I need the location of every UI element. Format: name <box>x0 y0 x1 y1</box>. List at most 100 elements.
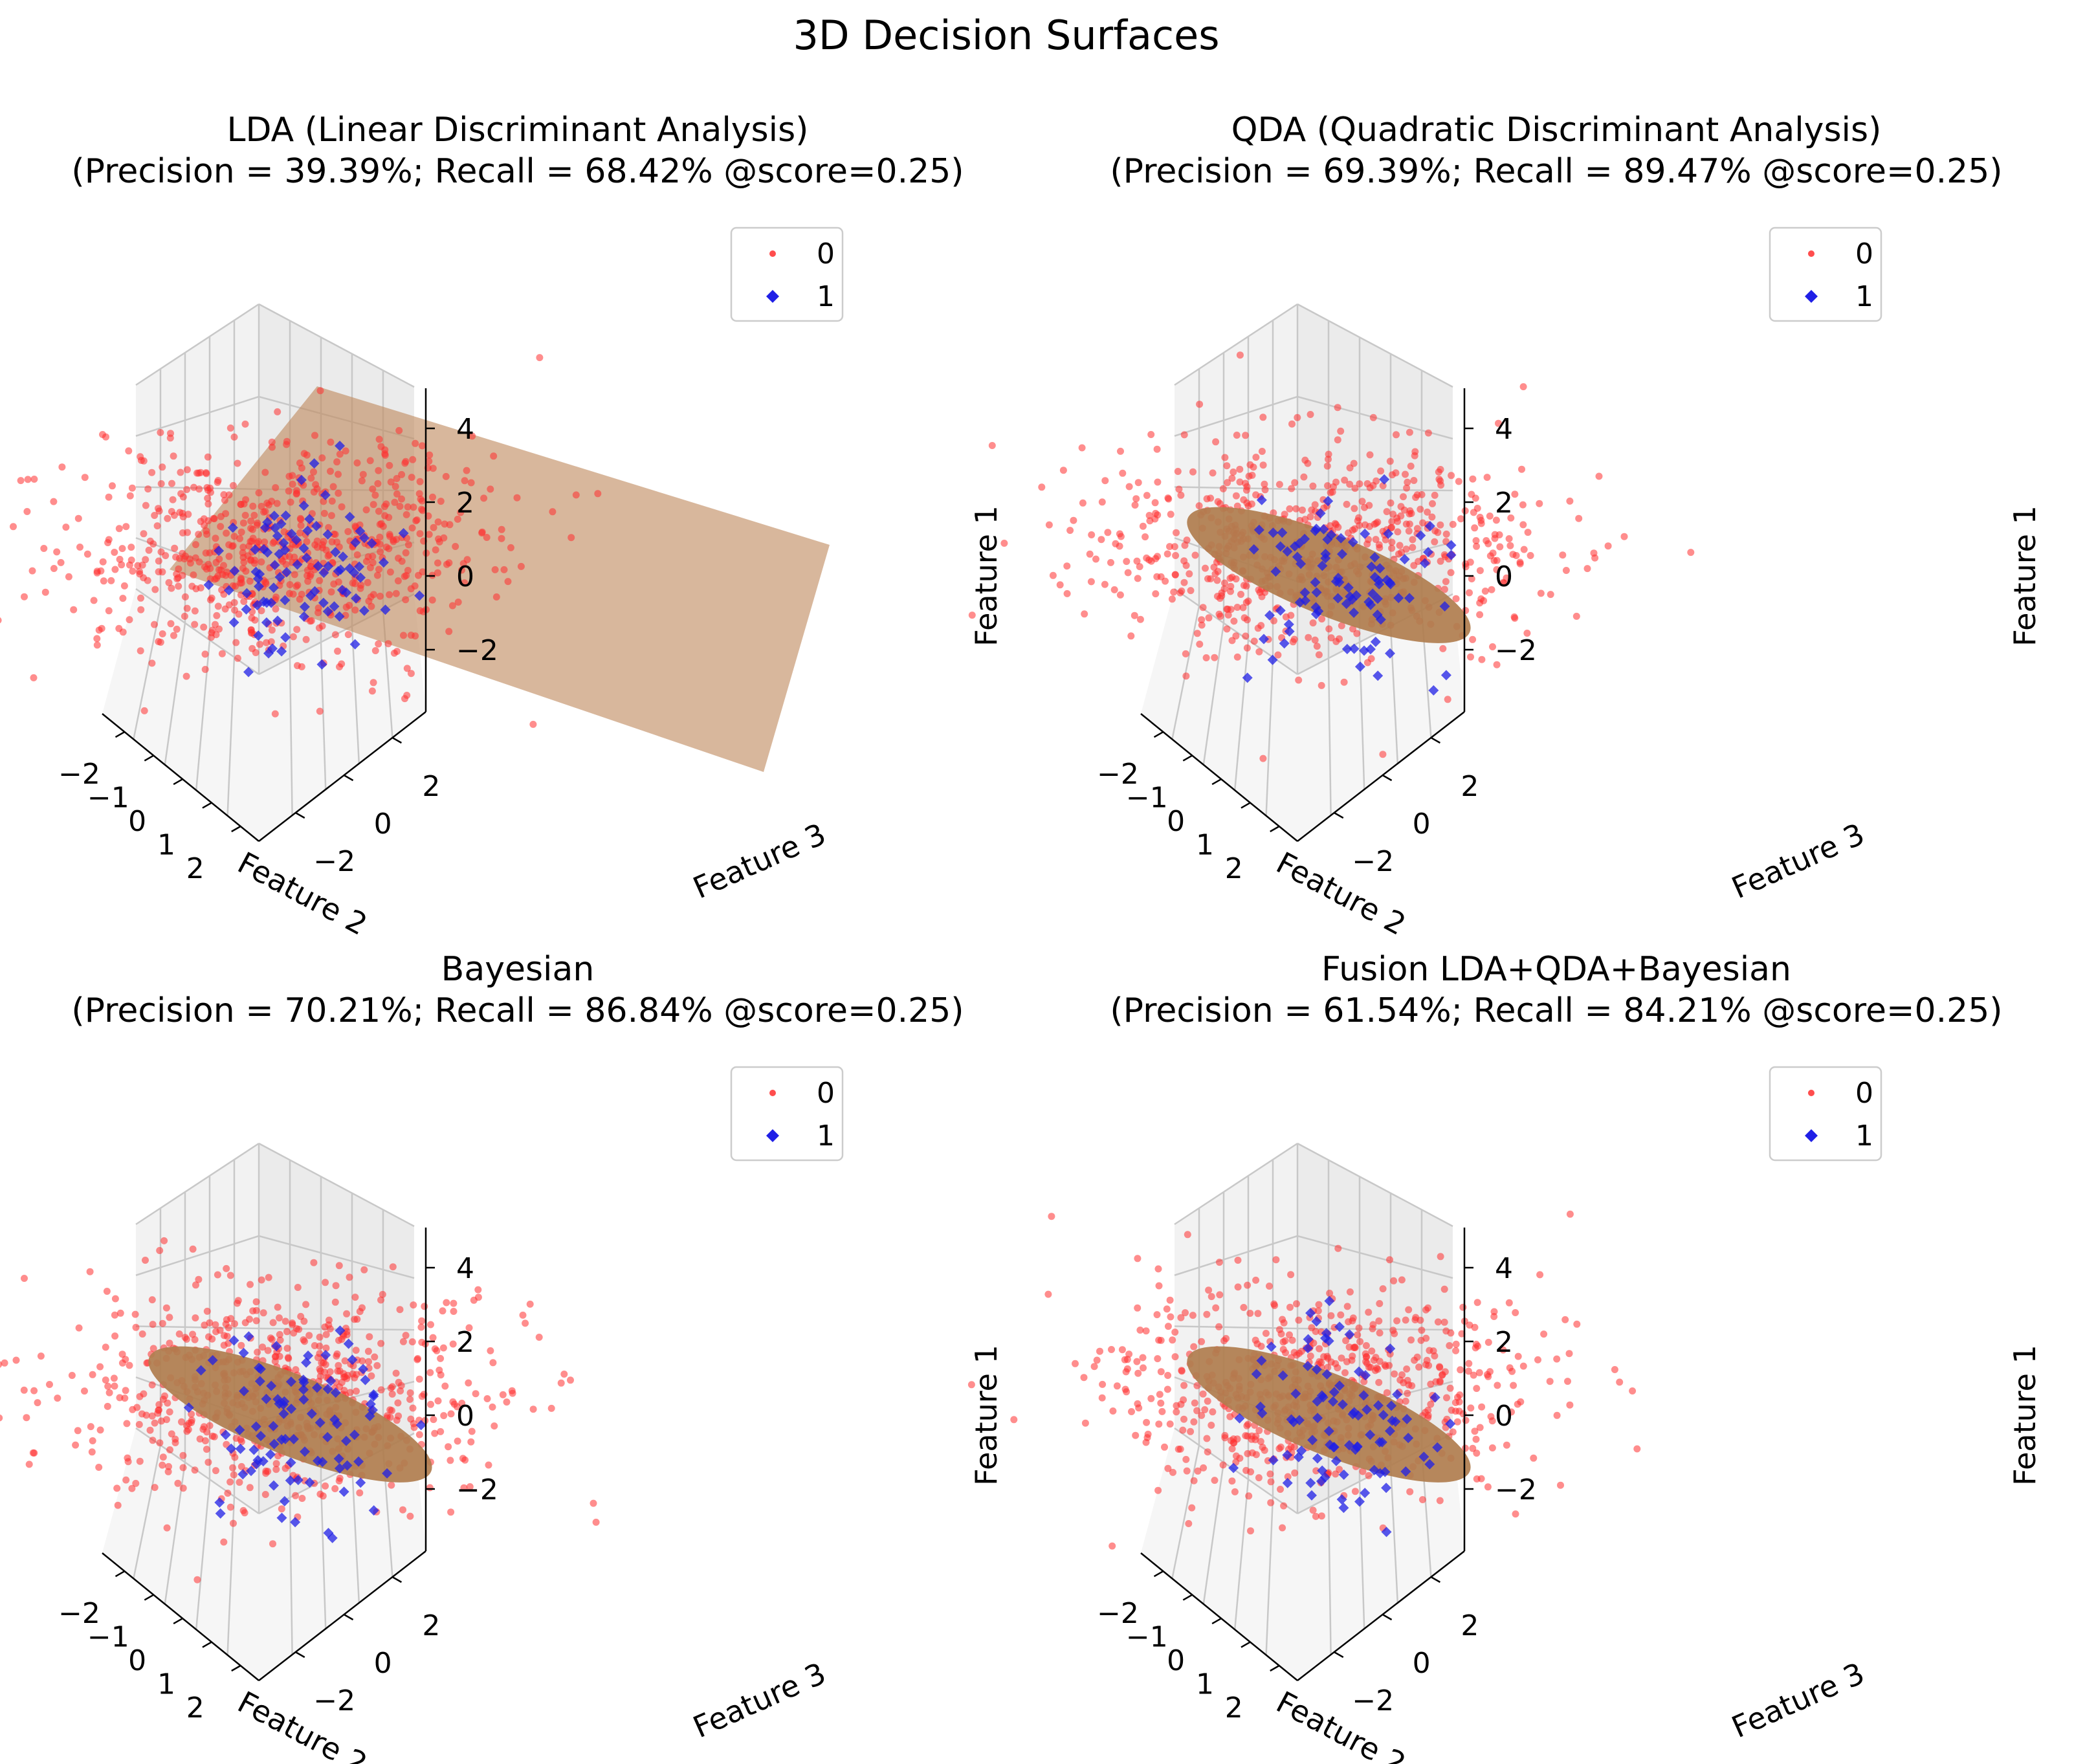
point-class-0 <box>155 568 162 576</box>
point-class-0 <box>201 563 208 571</box>
point-class-0 <box>371 647 379 654</box>
point-class-0 <box>1170 588 1178 596</box>
point-class-0 <box>1537 590 1545 597</box>
x-axis-line <box>102 713 259 842</box>
point-class-0 <box>119 628 127 636</box>
point-class-0 <box>407 632 415 639</box>
point-class-0 <box>375 566 382 573</box>
point-class-1 <box>253 630 264 641</box>
point-class-0 <box>272 484 280 492</box>
point-class-0 <box>267 638 275 646</box>
point-class-1 <box>360 1374 371 1385</box>
point-class-0 <box>1461 1444 1469 1452</box>
point-class-0 <box>442 472 450 480</box>
point-class-1 <box>1328 1442 1339 1453</box>
point-class-0 <box>417 495 425 503</box>
point-class-1 <box>338 1486 349 1497</box>
point-class-0 <box>171 544 179 552</box>
point-class-0 <box>393 490 401 498</box>
point-class-0 <box>1151 499 1159 507</box>
y-tick <box>343 1613 354 1621</box>
point-class-0 <box>1172 552 1180 559</box>
point-class-0 <box>126 616 133 624</box>
point-class-0 <box>460 1484 468 1492</box>
x-tick <box>144 1594 154 1601</box>
point-class-0 <box>293 626 301 634</box>
point-class-0 <box>225 553 233 560</box>
z-tick-label: −2 <box>456 1473 498 1506</box>
point-class-0 <box>399 1506 406 1514</box>
point-class-0 <box>1214 498 1222 505</box>
point-class-0 <box>402 458 410 465</box>
point-class-0 <box>1164 1464 1172 1472</box>
point-class-0 <box>122 1356 129 1363</box>
legend-box <box>1769 1066 1882 1162</box>
point-class-0 <box>212 535 219 542</box>
point-class-0 <box>1459 1303 1467 1311</box>
point-class-0 <box>1147 431 1155 438</box>
point-class-0 <box>231 1320 238 1328</box>
point-class-0 <box>1524 529 1532 536</box>
point-class-0 <box>1080 1374 1088 1382</box>
point-class-0 <box>381 452 389 459</box>
point-class-0 <box>526 1300 534 1308</box>
point-class-0 <box>129 1406 137 1413</box>
point-class-0 <box>315 624 323 632</box>
point-class-1 <box>274 1398 285 1409</box>
point-class-0 <box>1164 1323 1172 1330</box>
point-class-0 <box>440 1412 448 1420</box>
point-class-0 <box>1370 1356 1378 1364</box>
point-class-0 <box>1224 605 1231 613</box>
point-class-0 <box>478 528 486 536</box>
point-class-0 <box>332 1282 340 1290</box>
point-class-0 <box>1417 505 1424 513</box>
point-class-0 <box>408 474 415 481</box>
point-class-0 <box>1369 1321 1377 1329</box>
point-class-0 <box>34 1399 41 1407</box>
point-class-1 <box>1385 1343 1396 1354</box>
point-class-0 <box>1290 1349 1298 1356</box>
point-class-0 <box>560 1371 568 1378</box>
point-class-0 <box>1143 554 1151 562</box>
point-class-0 <box>1243 644 1251 652</box>
point-class-0 <box>1116 542 1123 550</box>
point-class-0 <box>1168 595 1176 603</box>
point-class-1 <box>1418 1451 1429 1462</box>
point-class-0 <box>1488 1417 1496 1425</box>
point-class-0 <box>134 562 142 569</box>
point-class-0 <box>1471 1323 1479 1331</box>
point-class-0 <box>157 480 165 487</box>
point-class-0 <box>1132 495 1140 503</box>
point-class-0 <box>50 498 58 505</box>
point-class-0 <box>1338 622 1345 630</box>
point-class-0 <box>316 577 324 584</box>
point-class-1 <box>220 1429 231 1440</box>
point-class-0 <box>1048 1213 1055 1220</box>
point-class-0 <box>122 1476 130 1484</box>
point-class-0 <box>1180 1415 1187 1423</box>
point-class-1 <box>272 1394 283 1405</box>
point-class-0 <box>227 1315 235 1323</box>
point-class-0 <box>1118 1346 1126 1354</box>
x-tick <box>115 1571 126 1578</box>
point-class-0 <box>1175 485 1183 493</box>
point-class-0 <box>212 1467 219 1475</box>
point-class-0 <box>1154 478 1162 486</box>
grid-line <box>1171 1445 1200 1579</box>
point-class-0 <box>212 1321 219 1329</box>
point-class-1 <box>252 1455 263 1466</box>
grid-line <box>1233 1479 1250 1630</box>
point-class-1 <box>183 1402 194 1413</box>
point-class-0 <box>1516 558 1524 566</box>
point-class-0 <box>353 551 361 558</box>
point-class-0 <box>197 518 204 525</box>
point-class-0 <box>445 559 453 567</box>
point-class-0 <box>390 536 397 544</box>
point-class-1 <box>223 585 234 596</box>
point-class-0 <box>1173 529 1180 536</box>
legend-box <box>1769 226 1882 322</box>
point-class-1 <box>1242 672 1253 683</box>
point-class-0 <box>1259 461 1267 469</box>
point-class-0 <box>398 557 406 565</box>
point-class-0 <box>334 647 342 655</box>
